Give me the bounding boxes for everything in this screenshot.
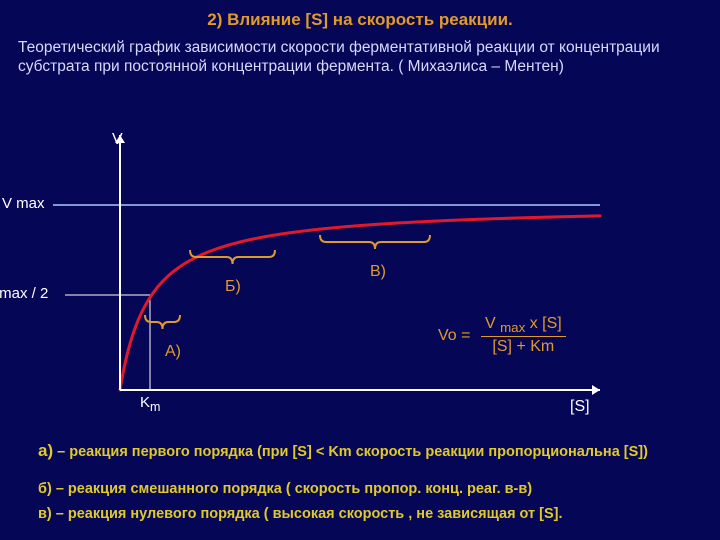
formula-vo: Vo = — [438, 327, 470, 345]
slide-subtitle: Теоретический график зависимости скорост… — [18, 38, 702, 77]
vmax-label: V max — [2, 195, 45, 212]
y-axis-label: V — [112, 131, 123, 149]
km-label: Km — [140, 394, 160, 414]
explanation-v: в) – реакция нулевого порядка ( высокая … — [38, 505, 690, 523]
x-axis-label: [S] — [570, 398, 590, 416]
region-v-label: В) — [370, 263, 386, 281]
formula-numerator: V max x [S] — [481, 315, 566, 336]
vmax-half-label: V max / 2 — [0, 285, 48, 302]
michaelis-menten-chart: V [S] V max V max / 2 Km А) Б) В) Vo = V… — [20, 120, 620, 420]
slide-title: 2) Влияние [S] на скорость реакции. — [0, 10, 720, 30]
region-a-label: А) — [165, 343, 181, 361]
formula-denominator: [S] + Km — [481, 337, 566, 356]
explanation-b: б) – реакция смешанного порядка ( скорос… — [38, 480, 690, 498]
region-b-label: Б) — [225, 278, 241, 296]
explanation-a: а) – реакция первого порядка (при [S] < … — [38, 440, 690, 461]
michaelis-menten-formula: Vo = V max x [S] [S] + Km — [438, 315, 566, 356]
